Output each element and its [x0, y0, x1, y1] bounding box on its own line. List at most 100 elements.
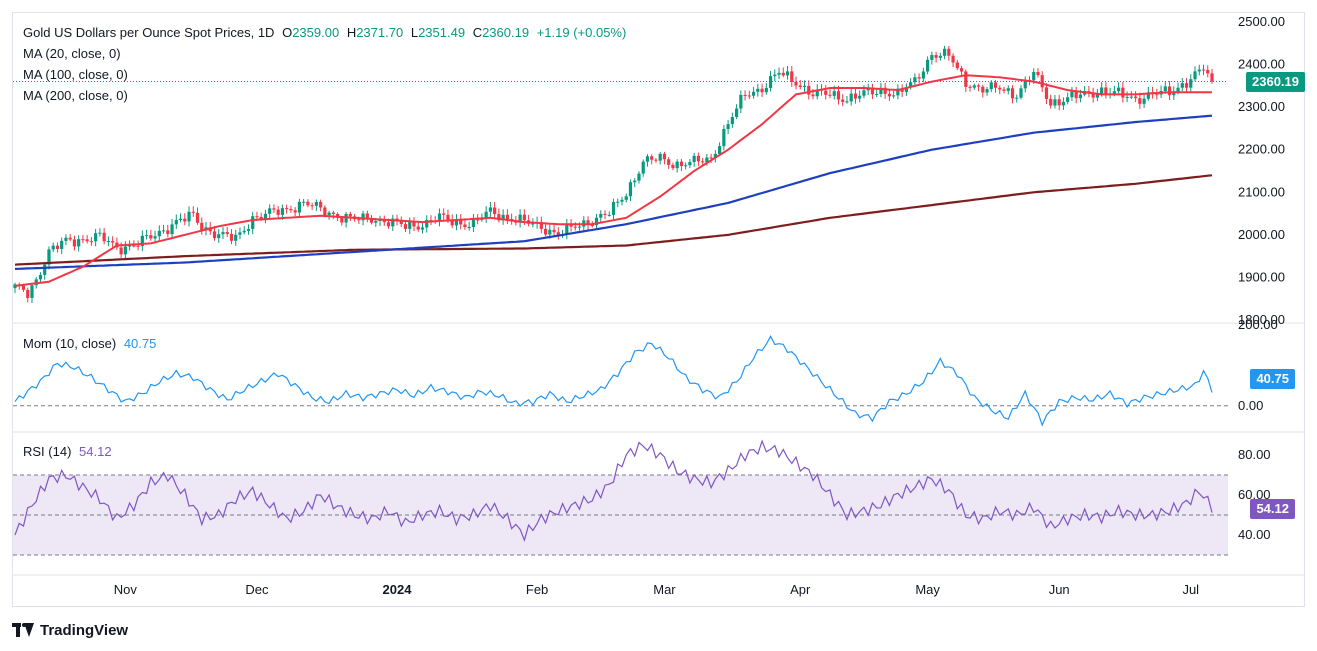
- candle-body: [369, 218, 374, 223]
- brand-name: TradingView: [40, 621, 129, 639]
- candle-body: [543, 228, 548, 235]
- candle-body: [183, 218, 187, 222]
- candle-body: [85, 239, 89, 242]
- candle-body: [263, 213, 268, 219]
- candle-body: [331, 212, 335, 215]
- candle-body: [616, 201, 620, 203]
- candle-body: [140, 235, 144, 247]
- candle-body: [989, 82, 993, 90]
- candle-body: [420, 227, 425, 230]
- candle-body: [161, 230, 166, 232]
- candle-body: [760, 88, 764, 93]
- time-tick-label: Jul: [1182, 582, 1199, 597]
- candle-body: [81, 239, 85, 241]
- legend-ma100[interactable]: MA (100, close, 0): [23, 67, 128, 82]
- candle-body: [149, 235, 153, 239]
- candle-body: [1057, 99, 1061, 106]
- candle-body: [531, 223, 535, 225]
- candle-body: [1104, 87, 1108, 94]
- candle-body: [153, 236, 157, 239]
- candle-body: [471, 219, 476, 228]
- candle-body: [671, 164, 675, 169]
- candle-body: [722, 128, 726, 147]
- candle-body: [743, 94, 747, 96]
- candle-body: [942, 48, 947, 56]
- candle-body: [30, 285, 34, 298]
- time-tick-label: Apr: [790, 582, 811, 597]
- candle-body: [1061, 101, 1066, 106]
- candle-body: [77, 239, 81, 247]
- chart-frame: [12, 12, 1305, 607]
- candle-body: [94, 233, 98, 242]
- time-tick-label: Jun: [1049, 582, 1070, 597]
- candle-body: [709, 157, 713, 159]
- candle-body: [276, 209, 280, 215]
- candle-body: [900, 88, 904, 92]
- candle-body: [1146, 92, 1150, 99]
- candle-body: [225, 232, 229, 235]
- candle-body: [875, 93, 879, 95]
- legend-ma200[interactable]: MA (200, close, 0): [23, 88, 128, 103]
- candle-body: [1010, 88, 1015, 99]
- legend-mom[interactable]: Mom (10, close) 40.75: [23, 336, 160, 352]
- candle-body: [824, 90, 828, 95]
- candle-body: [913, 77, 917, 83]
- candle-body: [119, 247, 123, 255]
- candle-body: [123, 246, 127, 255]
- candle-body: [174, 220, 178, 225]
- legend-rsi[interactable]: RSI (14) 54.12: [23, 444, 116, 460]
- candle-body: [938, 55, 942, 58]
- candle-body: [751, 91, 756, 96]
- candle-body: [1049, 98, 1053, 106]
- candle-body: [849, 93, 853, 102]
- candle-body: [815, 89, 819, 97]
- candle-body: [858, 95, 862, 99]
- tradingview-logo[interactable]: TradingView: [12, 620, 128, 640]
- candle-body: [514, 221, 518, 223]
- candle-body: [416, 226, 420, 230]
- candle-body: [518, 214, 522, 223]
- candle-body: [633, 180, 637, 183]
- candle-body: [1053, 99, 1057, 106]
- candle-body: [480, 218, 484, 220]
- candle-body: [811, 94, 815, 97]
- candle-body: [200, 222, 204, 231]
- candle-body: [1095, 94, 1099, 98]
- candle-body: [454, 219, 459, 226]
- candle-body: [1074, 91, 1078, 99]
- time-tick-label: Mar: [653, 582, 676, 597]
- candle-body: [828, 94, 832, 96]
- candle-body: [705, 157, 709, 163]
- rsi-tick-label: 80.00: [1238, 447, 1271, 462]
- candle-body: [484, 211, 488, 219]
- candle-body: [718, 146, 722, 154]
- candle-body: [599, 213, 603, 218]
- legend-ma20[interactable]: MA (20, close, 0): [23, 46, 121, 61]
- candle-body: [981, 86, 985, 93]
- ohlc-high: H2371.70: [346, 25, 404, 40]
- rsi-tag: 54.12: [1250, 499, 1295, 519]
- price-tick-label: 2300.00: [1238, 99, 1285, 114]
- candle-body: [166, 230, 170, 235]
- candle-body: [217, 234, 221, 239]
- candle-body: [1138, 98, 1142, 104]
- candle-body: [968, 86, 972, 88]
- candle-body: [297, 201, 301, 213]
- candle-body: [1189, 79, 1193, 88]
- candle-body: [1091, 92, 1095, 98]
- candle-body: [607, 214, 611, 216]
- candle-body: [790, 71, 794, 82]
- candle-body: [1201, 69, 1206, 71]
- candle-body: [730, 116, 734, 125]
- candle-body: [450, 219, 454, 226]
- candle-body: [734, 108, 739, 117]
- chart-header: Gold US Dollars per Ounce Spot Prices, 1…: [23, 25, 630, 41]
- candle-body: [26, 289, 30, 298]
- candle-body: [879, 87, 883, 94]
- ma20-line: [14, 74, 1212, 287]
- candle-body: [272, 208, 276, 210]
- candle-body: [476, 219, 480, 221]
- candle-body: [1155, 94, 1159, 96]
- candle-body: [1197, 69, 1201, 72]
